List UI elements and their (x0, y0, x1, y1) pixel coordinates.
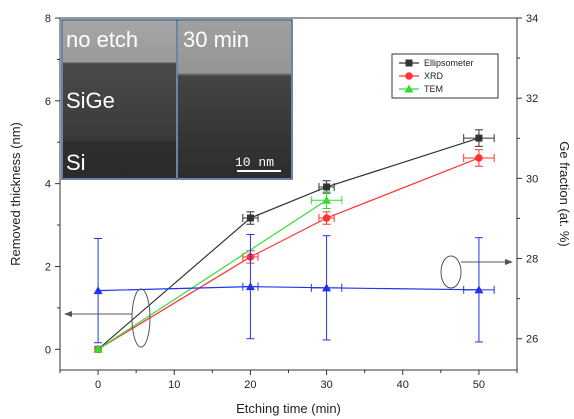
y-right-tick-label: 26 (526, 334, 538, 346)
y-left-tick-label: 2 (45, 261, 51, 273)
y-right-axis-label: Ge fraction (at. %) (557, 141, 572, 246)
x-tick-label: 30 (320, 379, 332, 391)
y-right-tick-label: 30 (526, 173, 538, 185)
y-right-tick-label: 32 (526, 93, 538, 105)
legend-marker (404, 84, 414, 93)
legend-marker (405, 72, 413, 80)
y-right-tick-label: 28 (526, 254, 538, 266)
legend-marker (405, 59, 413, 67)
x-tick-label: 10 (168, 379, 180, 391)
y-right-tick-label: 34 (526, 13, 538, 25)
tem-image-30min (178, 21, 291, 178)
series-line-0 (97, 137, 480, 350)
left-axis-arrowhead (64, 311, 72, 317)
x-tick-label: 40 (397, 379, 409, 391)
data-point (246, 214, 254, 222)
inset-label-no-etch: no etch (66, 27, 138, 52)
x-tick-label: 50 (473, 379, 485, 391)
y-left-tick-label: 6 (45, 96, 51, 108)
data-point (474, 285, 484, 294)
series-line-2 (97, 199, 327, 350)
series-line-1 (97, 157, 480, 350)
data-point (322, 195, 332, 204)
y-left-tick-label: 8 (45, 13, 51, 25)
x-axis-label: Etching time (min) (236, 401, 341, 416)
x-tick-label: 0 (95, 379, 101, 391)
legend-entry-tem: TEM (424, 84, 443, 94)
data-point (475, 134, 483, 142)
inset-label-si: Si (66, 150, 86, 175)
data-point (323, 183, 331, 191)
data-point (322, 214, 331, 222)
left-axis-indicator-oval (131, 288, 151, 348)
legend-entry-xrd: XRD (424, 71, 444, 81)
legend-entry-ellipsometer: Ellipsometer (424, 58, 474, 68)
inset-label-sige: SiGe (66, 88, 115, 113)
data-point (475, 154, 483, 162)
data-point (93, 286, 103, 295)
scale-bar-label: 10 nm (235, 155, 274, 170)
series-line-3 (98, 286, 479, 292)
tem-inset: no etch 30 min SiGe Si 10 nm (61, 19, 293, 180)
y-left-tick-label: 4 (45, 179, 51, 191)
data-point (322, 283, 332, 292)
data-point (93, 344, 103, 353)
inset-label-30-min: 30 min (183, 27, 249, 52)
tem-image-no-etch (63, 21, 176, 178)
y-left-tick-label: 0 (45, 344, 51, 356)
right-axis-arrowhead (505, 259, 513, 265)
data-point (245, 282, 255, 291)
x-tick-label: 20 (244, 379, 256, 391)
right-axis-indicator-oval (440, 255, 462, 289)
y-left-axis-label: Removed thickness (nm) (8, 122, 23, 266)
